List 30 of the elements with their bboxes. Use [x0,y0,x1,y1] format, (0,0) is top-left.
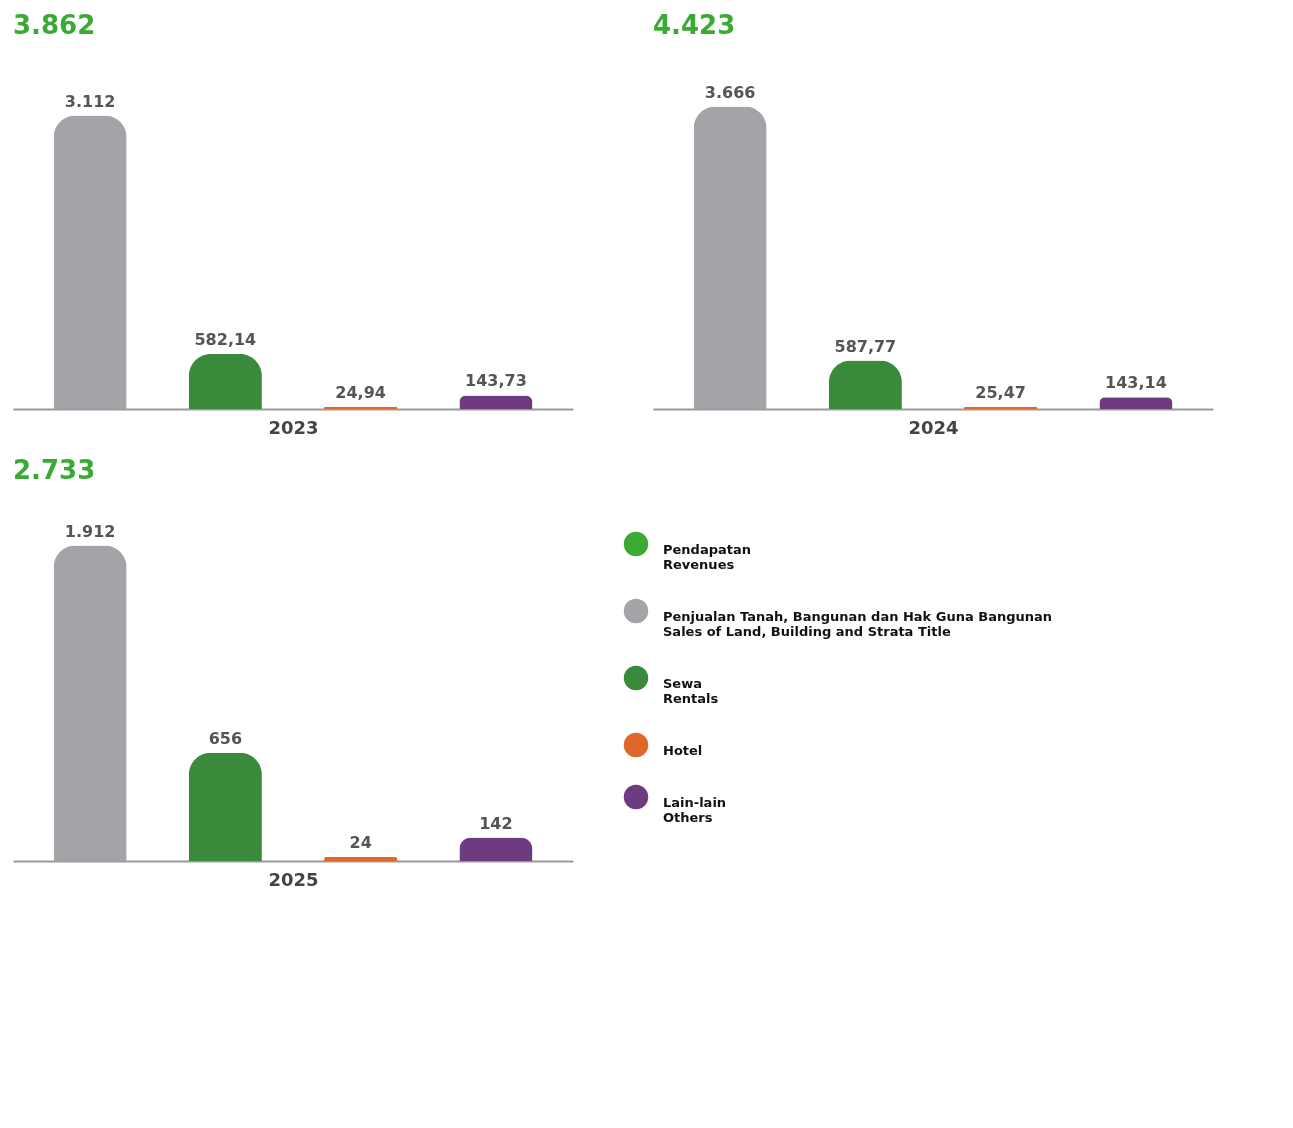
data-label: 143,14 [1105,373,1167,393]
legend-label: Hotel [663,743,703,758]
data-label: 24 [349,833,372,853]
data-label: 143,73 [465,371,527,391]
bar [188,354,262,409]
x-axis-title: 2025 [268,868,319,890]
bar [693,106,767,409]
chart-title: 3.862 [13,10,96,40]
data-label: 587,77 [834,336,897,356]
chart-title: 2.733 [13,454,96,485]
data-label: 582,14 [194,330,257,350]
data-label: 3.112 [64,91,116,111]
legend-label: Pendapatan Revenues [663,542,751,572]
data-label: 24,94 [335,382,386,402]
data-label: 1.912 [64,521,116,541]
data-label: 142 [479,813,513,833]
x-axis-title: 2024 [908,416,959,438]
bar [53,115,127,409]
x-axis-title: 2023 [268,416,319,438]
chart-title: 4.423 [653,10,736,40]
bar [964,406,1038,409]
bar [1099,397,1173,409]
legend-label: Lain-lain Others [663,795,727,825]
data-label: 3.666 [704,82,756,102]
bar [459,395,533,409]
data-label: 656 [208,728,243,748]
legend-label: Penjualan Tanah, Bangunan dan Hak Guna Bangunan Sales of Land, Building and Strata Title [663,609,1053,639]
bar [828,360,902,409]
legend-label: Sewa Rentals [663,676,719,706]
data-label: 25,47 [975,382,1026,402]
